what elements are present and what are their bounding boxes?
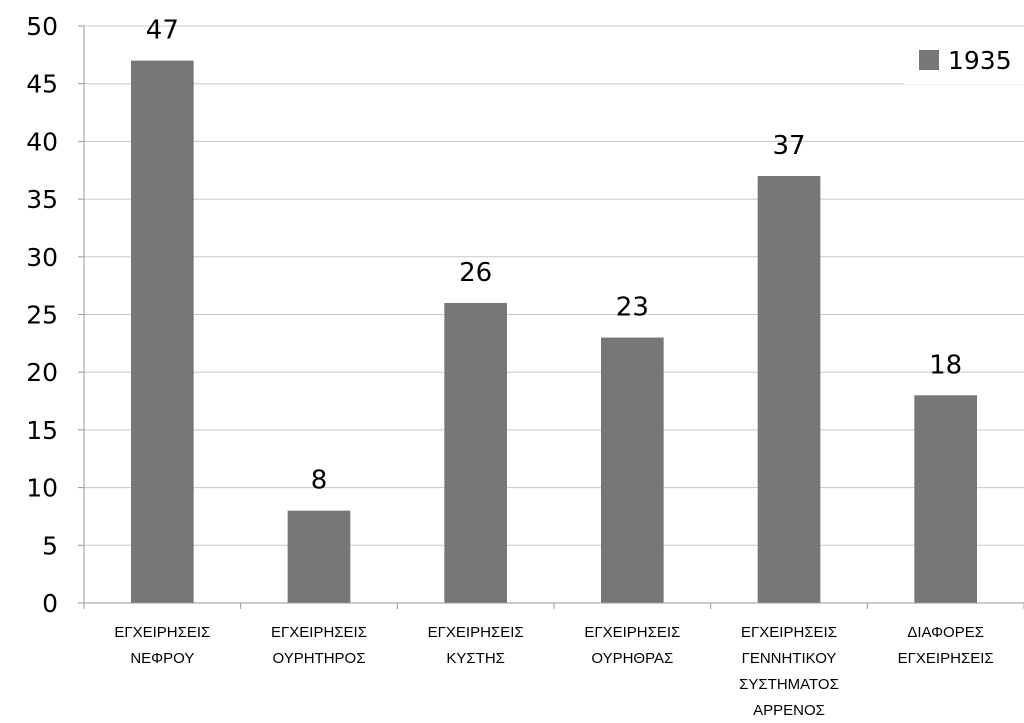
- x-tick-label: ΟΥΡΗΤΗΡΟΣ: [273, 650, 366, 667]
- bar: [757, 176, 821, 603]
- x-tick-label: ΔΙΑΦΟΡΕΣ: [907, 624, 984, 641]
- x-tick-label: ΕΓΧΕΙΡΗΣΕΙΣ: [114, 624, 210, 641]
- y-tick-label: 35: [26, 185, 58, 214]
- bar: [131, 60, 194, 604]
- y-tick-label: 0: [42, 589, 58, 618]
- x-tick-label: ΓΕΝΝΗΤΙΚΟΥ: [742, 650, 837, 667]
- y-tick-label: 50: [26, 12, 58, 41]
- bar: [444, 302, 507, 603]
- bar: [287, 510, 351, 603]
- x-tick-label: ΟΥΡΗΘΡΑΣ: [591, 650, 673, 667]
- y-tick-label: 25: [26, 301, 58, 330]
- data-label: 47: [146, 16, 179, 46]
- y-tick-label: 30: [26, 243, 58, 272]
- y-tick-label: 10: [26, 474, 58, 503]
- x-tick-label: ΝΕΦΡΟΥ: [130, 650, 194, 667]
- data-label: 8: [311, 466, 328, 496]
- gridlines: [84, 25, 1024, 546]
- legend: 1935: [904, 38, 1024, 84]
- y-axis-ticks: 0 5 10 15 20 25 30 35 40 45 50: [26, 12, 84, 618]
- x-tick-label: ΚΥΣΤΗΣ: [446, 650, 505, 667]
- data-label: 26: [459, 258, 492, 288]
- x-axis: ΕΓΧΕΙΡΗΣΕΙΣ ΝΕΦΡΟΥ ΕΓΧΕΙΡΗΣΕΙΣ ΟΥΡΗΤΗΡΟΣ ΕΓΧ…: [83, 26, 1024, 719]
- y-tick-label: 40: [26, 127, 58, 156]
- x-tick-label: ΕΓΧΕΙΡΗΣΕΙΣ: [271, 624, 367, 641]
- y-tick-label: 20: [26, 358, 58, 387]
- bar: [914, 395, 977, 603]
- bar: [601, 337, 664, 603]
- x-tick-label: ΣΥΣΤΗΜΑΤΟΣ: [739, 676, 839, 693]
- y-tick-label: 15: [26, 416, 58, 445]
- y-tick-label: 45: [26, 70, 58, 99]
- legend-swatch: [919, 50, 939, 70]
- legend-label: 1935: [948, 46, 1012, 75]
- data-label: 23: [616, 293, 649, 323]
- data-label: 37: [772, 131, 805, 161]
- x-tick-label: ΕΓΧΕΙΡΗΣΕΙΣ: [584, 624, 680, 641]
- x-tick-label: ΕΓΧΕΙΡΗΣΕΙΣ: [741, 624, 837, 641]
- x-tick-label: ΕΓΧΕΙΡΗΣΕΙΣ: [898, 650, 994, 667]
- y-tick-label: 5: [42, 531, 58, 560]
- x-tick-label: ΑΡΡΕΝΟΣ: [753, 702, 825, 719]
- x-tick-label: ΕΓΧΕΙΡΗΣΕΙΣ: [428, 624, 524, 641]
- bars: [131, 60, 977, 604]
- data-label: 18: [929, 350, 962, 380]
- data-labels: 47 8 26 23 37 18: [146, 16, 962, 496]
